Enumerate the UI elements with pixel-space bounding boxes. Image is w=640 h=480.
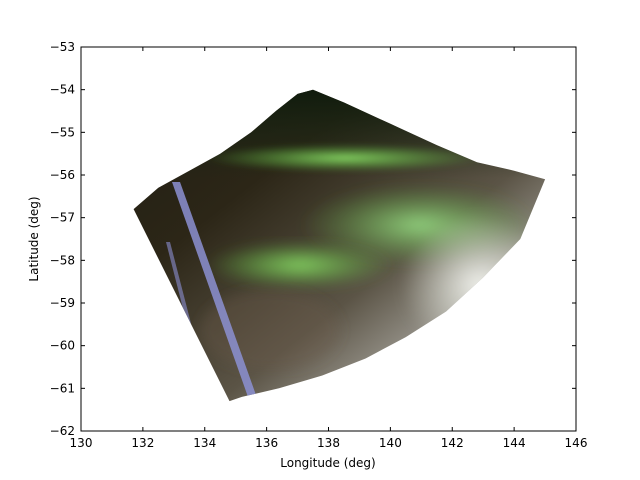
x-tick-label: 136	[255, 436, 278, 450]
y-tick-label: −57	[50, 211, 75, 225]
x-tick-label: 144	[503, 436, 526, 450]
x-tick-label: 142	[441, 436, 464, 450]
y-tick-label: −56	[50, 168, 75, 182]
y-tick-label: −62	[50, 424, 75, 438]
y-tick-label: −58	[50, 253, 75, 267]
x-tick-label: 130	[70, 436, 93, 450]
edge-stripe	[172, 182, 256, 397]
x-axis: 130 132 134 136 138 140 142 144 146	[70, 47, 588, 450]
y-tick-label: −59	[50, 296, 75, 310]
y-tick-label: −55	[50, 125, 75, 139]
x-tick-label: 134	[193, 436, 216, 450]
x-tick-label: 132	[131, 436, 154, 450]
y-axis: −53 −54 −55 −56 −57 −58 −59 −60 −61 −62	[50, 40, 576, 438]
y-axis-label: Latitude (deg)	[27, 196, 41, 281]
edge-stripe	[166, 242, 194, 336]
y-tick-label: −54	[50, 83, 75, 97]
y-tick-label: −61	[50, 381, 75, 395]
x-axis-label: Longitude (deg)	[280, 456, 375, 470]
y-tick-label: −53	[50, 40, 75, 54]
x-tick-label: 146	[565, 436, 588, 450]
x-tick-label: 138	[317, 436, 340, 450]
y-tick-label: −60	[50, 339, 75, 353]
x-tick-label: 140	[379, 436, 402, 450]
